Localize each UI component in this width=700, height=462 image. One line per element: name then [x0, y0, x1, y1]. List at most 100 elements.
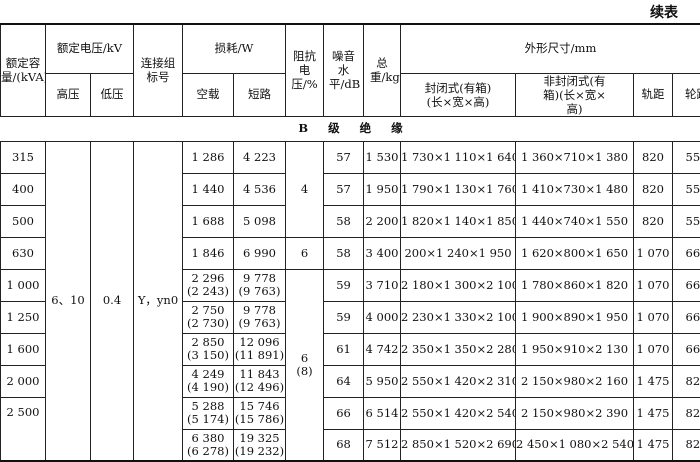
- cell-short-circuit-loss: 11 843 (12 496): [234, 365, 286, 397]
- cell-no-load-loss: 1 286: [183, 141, 234, 173]
- cell-closed-dims: 2 550×1 420×2 540: [401, 397, 516, 429]
- cell-rail-gauge: 820: [634, 173, 673, 205]
- cell-wheel-base: 660: [673, 333, 700, 365]
- cell-capacity: 1 250: [1, 301, 46, 333]
- header-rated-voltage: 额定电压/kV: [46, 24, 134, 73]
- header-wheel: 轮距: [673, 73, 700, 116]
- header-short-circuit: 短路: [234, 73, 286, 116]
- header-lv: 低压: [91, 73, 134, 116]
- cell-rail-gauge: 1 070: [634, 269, 673, 301]
- cell-closed-dims: 2 550×1 420×2 310: [401, 365, 516, 397]
- cell-weight: 4 000: [364, 301, 401, 333]
- cell-weight: 6 514: [364, 397, 401, 429]
- cell-capacity: 1 000: [1, 269, 46, 301]
- cell-wheel-base: 550: [673, 141, 700, 173]
- cell-no-load-loss: 2 750 (2 730): [183, 301, 234, 333]
- cell-no-load-loss: 5 288 (5 174): [183, 397, 234, 429]
- cell-weight: 3 400: [364, 237, 401, 269]
- cell-rail-gauge: 820: [634, 141, 673, 173]
- cell-no-load-loss: 2 850 (3 150): [183, 333, 234, 365]
- header-impedance: 阻抗电压/%: [286, 24, 324, 116]
- cell-closed-dims: 2 180×1 300×2 100: [401, 269, 516, 301]
- header-capacity: 额定容量/(kVA): [1, 24, 46, 116]
- header-hv: 高压: [46, 73, 91, 116]
- cell-wheel-base: 660: [673, 237, 700, 269]
- cell-capacity: 1 600: [1, 333, 46, 365]
- cell-capacity: 630: [1, 237, 46, 269]
- cell-noise: 57: [324, 173, 364, 205]
- cell-capacity: 500: [1, 205, 46, 237]
- cell-closed-dims: 2 350×1 350×2 280: [401, 333, 516, 365]
- cell-closed-dims: 2 230×1 330×2 100: [401, 301, 516, 333]
- cell-closed-dims: 200×1 240×1 950: [401, 237, 516, 269]
- cell-capacity: 2 500: [1, 397, 46, 461]
- header-rail: 轨距: [634, 73, 673, 116]
- cell-closed-dims: 2 850×1 520×2 690: [401, 429, 516, 461]
- cell-no-load-loss: 6 380 (6 278): [183, 429, 234, 461]
- cell-weight: 1 950: [364, 173, 401, 205]
- cell-capacity: 315: [1, 141, 46, 173]
- cell-capacity: 400: [1, 173, 46, 205]
- cell-wheel-base: 820: [673, 365, 700, 397]
- header-weight: 总重/kg: [364, 24, 401, 116]
- cell-wheel-base: 550: [673, 173, 700, 205]
- cell-weight: 1 530: [364, 141, 401, 173]
- cell-open-dims: 2 150×980×2 160: [516, 365, 634, 397]
- cell-open-dims: 1 900×890×1 950: [516, 301, 634, 333]
- cell-wheel-base: 820: [673, 397, 700, 429]
- cell-hv: 6、10: [46, 141, 91, 461]
- header-loss: 损耗/W: [183, 24, 286, 73]
- cell-rail-gauge: 1 070: [634, 333, 673, 365]
- cell-wheel-base: 660: [673, 301, 700, 333]
- transformer-spec-table: 额定容量/(kVA) 额定电压/kV 连接组标号 损耗/W 阻抗电压/% 噪音水…: [0, 23, 700, 462]
- cell-rail-gauge: 820: [634, 205, 673, 237]
- cell-wheel-base: 820: [673, 429, 700, 461]
- cell-weight: 3 710: [364, 269, 401, 301]
- cell-short-circuit-loss: 4 223: [234, 141, 286, 173]
- cell-no-load-loss: 2 296 (2 243): [183, 269, 234, 301]
- cell-capacity: 2 000: [1, 365, 46, 397]
- cell-impedance: 6 (8): [286, 269, 324, 461]
- cell-closed-dims: 1 790×1 130×1 760: [401, 173, 516, 205]
- header-noise: 噪音水平/dB: [324, 24, 364, 116]
- cell-no-load-loss: 4 249 (4 190): [183, 365, 234, 397]
- cell-open-dims: 1 440×740×1 550: [516, 205, 634, 237]
- section-title: B级绝缘: [1, 116, 700, 141]
- cell-noise: 68: [324, 429, 364, 461]
- cell-wheel-base: 550: [673, 205, 700, 237]
- cell-weight: 2 200: [364, 205, 401, 237]
- cell-noise: 57: [324, 141, 364, 173]
- cell-wheel-base: 660: [673, 269, 700, 301]
- cell-short-circuit-loss: 9 778 (9 763): [234, 301, 286, 333]
- cell-noise: 64: [324, 365, 364, 397]
- cell-noise: 61: [324, 333, 364, 365]
- cell-rail-gauge: 1 475: [634, 365, 673, 397]
- cell-open-dims: 1 620×800×1 650: [516, 237, 634, 269]
- cell-short-circuit-loss: 9 778 (9 763): [234, 269, 286, 301]
- cell-no-load-loss: 1 846: [183, 237, 234, 269]
- continued-label: 续表: [650, 2, 678, 22]
- cell-weight: 4 742: [364, 333, 401, 365]
- header-closed: 封闭式(有箱)(长×宽×高): [401, 73, 516, 116]
- cell-noise: 59: [324, 269, 364, 301]
- cell-closed-dims: 1 820×1 140×1 850: [401, 205, 516, 237]
- cell-rail-gauge: 1 070: [634, 301, 673, 333]
- cell-short-circuit-loss: 4 536: [234, 173, 286, 205]
- header-no-load: 空载: [183, 73, 234, 116]
- cell-short-circuit-loss: 12 096 (11 891): [234, 333, 286, 365]
- cell-connection: Y，yn0: [134, 141, 183, 461]
- cell-open-dims: 2 450×1 080×2 540: [516, 429, 634, 461]
- cell-short-circuit-loss: 15 746 (15 786): [234, 397, 286, 429]
- cell-noise: 66: [324, 397, 364, 429]
- header-connection: 连接组标号: [134, 24, 183, 116]
- cell-open-dims: 1 410×730×1 480: [516, 173, 634, 205]
- cell-impedance: 4: [286, 141, 324, 237]
- cell-open-dims: 1 360×710×1 380: [516, 141, 634, 173]
- cell-noise: 59: [324, 301, 364, 333]
- cell-lv: 0.4: [91, 141, 134, 461]
- header-dimensions: 外形尺寸/mm: [401, 24, 700, 73]
- cell-short-circuit-loss: 5 098: [234, 205, 286, 237]
- cell-open-dims: 1 780×860×1 820: [516, 269, 634, 301]
- cell-short-circuit-loss: 19 325 (19 232): [234, 429, 286, 461]
